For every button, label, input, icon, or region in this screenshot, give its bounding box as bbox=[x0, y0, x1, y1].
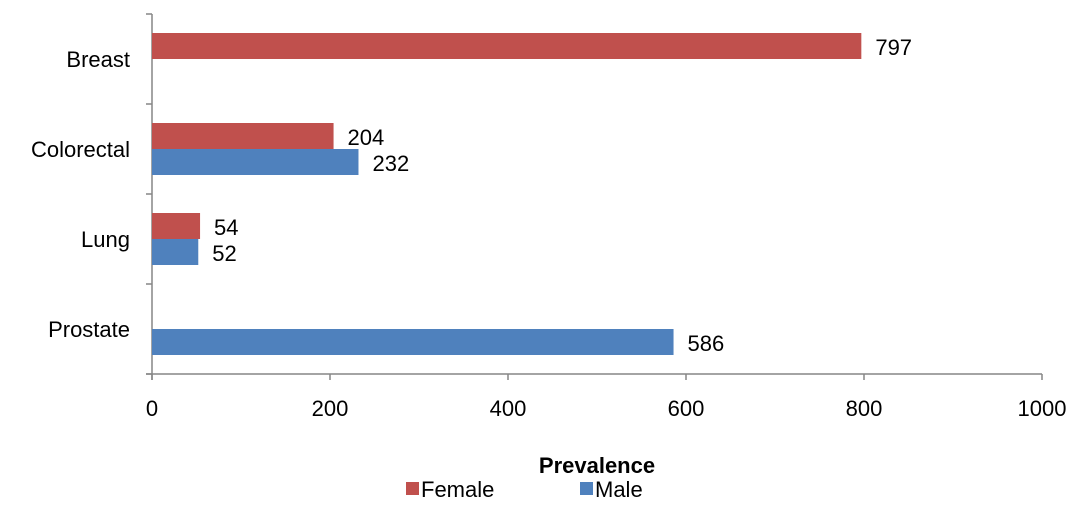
legend-swatch-female bbox=[406, 482, 419, 495]
data-label-female-colorectal: 204 bbox=[348, 125, 385, 150]
legend: Female Male bbox=[406, 477, 643, 502]
legend-label-male: Male bbox=[595, 477, 643, 502]
category-label-colorectal: Colorectal bbox=[31, 137, 130, 162]
legend-swatch-male bbox=[580, 482, 593, 495]
data-label-female-breast: 797 bbox=[875, 35, 912, 60]
data-label-male-prostate: 586 bbox=[688, 331, 725, 356]
category-labels: Breast Colorectal Lung Prostate bbox=[31, 47, 130, 342]
bar-female-lung bbox=[152, 213, 201, 239]
x-tick-label-200: 200 bbox=[312, 396, 349, 421]
bar-male-prostate bbox=[152, 329, 674, 355]
category-label-lung: Lung bbox=[81, 227, 130, 252]
bar-female-breast bbox=[152, 33, 862, 59]
bar-male-lung bbox=[152, 239, 199, 265]
bars bbox=[152, 33, 862, 355]
x-ticks: 0 200 400 600 800 1000 bbox=[146, 13, 1067, 421]
bar-female-colorectal bbox=[152, 123, 334, 149]
data-label-male-colorectal: 232 bbox=[372, 151, 409, 176]
category-label-prostate: Prostate bbox=[48, 317, 130, 342]
x-tick-label-1000: 1000 bbox=[1018, 396, 1067, 421]
x-axis-title: Prevalence bbox=[539, 453, 655, 478]
bar-male-colorectal bbox=[152, 149, 359, 175]
data-label-female-lung: 54 bbox=[214, 215, 238, 240]
axes bbox=[146, 14, 1042, 380]
legend-label-female: Female bbox=[421, 477, 494, 502]
category-label-breast: Breast bbox=[66, 47, 130, 72]
x-tick-label-0: 0 bbox=[146, 396, 158, 421]
x-tick-label-800: 800 bbox=[846, 396, 883, 421]
x-tick-label-400: 400 bbox=[490, 396, 527, 421]
x-tick-label-600: 600 bbox=[668, 396, 705, 421]
data-label-male-lung: 52 bbox=[212, 241, 236, 266]
